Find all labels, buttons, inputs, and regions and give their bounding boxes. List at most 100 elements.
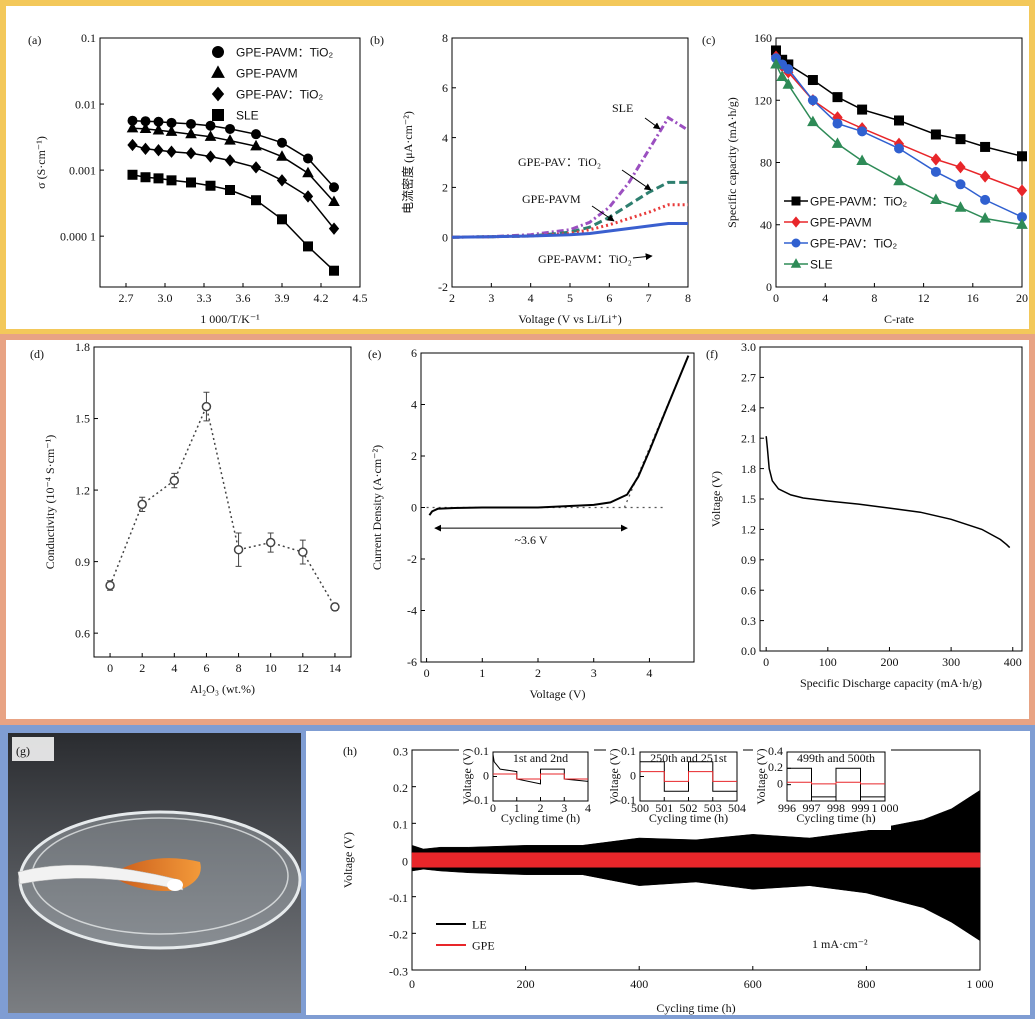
marker bbox=[224, 154, 236, 167]
y-tick-label: -4 bbox=[407, 604, 417, 618]
y-tick-label: 6 bbox=[411, 346, 417, 360]
y-tick-label: 8 bbox=[442, 31, 448, 45]
marker bbox=[807, 95, 818, 106]
label-arrow bbox=[644, 117, 661, 130]
x-tick-label: 0 bbox=[773, 291, 779, 305]
marker bbox=[212, 46, 224, 58]
marker bbox=[303, 153, 313, 164]
x-tick-label: 4.2 bbox=[314, 291, 329, 305]
x-tick-label: 1 bbox=[479, 666, 485, 680]
y-tick-label: 2.7 bbox=[741, 371, 756, 385]
y-tick-label: 0 bbox=[442, 230, 448, 244]
x-tick-label: 8 bbox=[685, 291, 691, 305]
y-tick-label: 0.01 bbox=[75, 97, 96, 111]
x-axis-label: Al₂O₃ (wt.%) bbox=[190, 682, 255, 696]
band-lower bbox=[411, 859, 981, 942]
marker bbox=[233, 544, 244, 555]
y-tick-label: 0.4 bbox=[768, 744, 783, 758]
marker bbox=[250, 139, 262, 151]
x-tick-label: 400 bbox=[1004, 655, 1022, 669]
y-tick-label: 0.2 bbox=[393, 781, 408, 795]
marker bbox=[832, 118, 843, 129]
x-tick-label: 0 bbox=[763, 655, 769, 669]
marker bbox=[770, 58, 782, 69]
inset-background bbox=[753, 749, 891, 830]
series-line bbox=[765, 436, 1011, 549]
y-tick-label: 1.2 bbox=[75, 483, 90, 497]
x-tick-label: 100 bbox=[819, 655, 837, 669]
marker bbox=[152, 123, 165, 135]
marker bbox=[140, 142, 151, 156]
y-axis-label: 电流密度 (μA·cm⁻²) bbox=[400, 111, 415, 214]
legend-label: SLE bbox=[810, 258, 833, 272]
y-tick-label: 4 bbox=[411, 398, 417, 412]
marker bbox=[201, 401, 212, 412]
x-tick-label: 6 bbox=[606, 291, 612, 305]
x-tick-label: 1 000 bbox=[872, 801, 899, 815]
x-tick-label: 1 000 bbox=[967, 977, 994, 991]
label-arrow bbox=[621, 169, 652, 191]
x-tick-label: 0 bbox=[424, 666, 430, 680]
marker bbox=[894, 143, 904, 154]
x-tick-label: 1 bbox=[514, 801, 520, 815]
y-axis-label: σ (S·cm⁻¹) bbox=[34, 136, 48, 189]
y-tick-label: 2 bbox=[411, 449, 417, 463]
panel-label: (d) bbox=[30, 347, 44, 361]
marker bbox=[212, 109, 224, 121]
y-tick-label: 0.001 bbox=[69, 163, 96, 177]
x-tick-label: 3 bbox=[591, 666, 597, 680]
marker bbox=[298, 547, 308, 557]
marker bbox=[330, 602, 340, 612]
marker bbox=[791, 216, 801, 228]
legend-label: GPE-PAVM：TiO₂ bbox=[810, 195, 907, 209]
y-tick-label: -0.1 bbox=[389, 891, 408, 905]
marker bbox=[955, 179, 966, 190]
x-tick-label: 600 bbox=[744, 977, 762, 991]
y-tick-label: -0.1 bbox=[470, 793, 489, 807]
legend-label: GPE-PAVM：TiO₂ bbox=[236, 46, 333, 60]
x-tick-label: 0 bbox=[409, 977, 415, 991]
panel-label: (g) bbox=[16, 744, 30, 758]
y-tick-label: 0 bbox=[777, 776, 783, 790]
y-axis-label: Specific capacity (mA·h/g) bbox=[725, 97, 739, 228]
inset-y-label: Voltage (V) bbox=[607, 748, 621, 804]
marker bbox=[791, 196, 801, 206]
inset-line bbox=[787, 781, 885, 785]
marker bbox=[204, 130, 217, 141]
marker bbox=[807, 115, 819, 127]
x-tick-label: 998 bbox=[827, 801, 845, 815]
series-line bbox=[109, 404, 336, 608]
marker bbox=[1016, 184, 1028, 197]
x-tick-label: 997 bbox=[803, 801, 821, 815]
marker bbox=[165, 125, 178, 136]
marker bbox=[782, 78, 795, 89]
y-tick-label: 0.9 bbox=[75, 555, 90, 569]
x-tick-label: 0 bbox=[107, 661, 113, 675]
y-tick-label: 0 bbox=[630, 768, 636, 782]
marker bbox=[328, 222, 340, 235]
x-tick-label: 999 bbox=[852, 801, 870, 815]
marker bbox=[153, 144, 164, 157]
marker bbox=[225, 184, 235, 195]
y-tick-label: 1.2 bbox=[741, 523, 756, 537]
band-upper bbox=[411, 789, 981, 861]
y-tick-label: 0.6 bbox=[741, 583, 756, 597]
marker bbox=[790, 258, 802, 268]
legend-label: GPE-PAV：TiO₂ bbox=[236, 88, 323, 102]
marker bbox=[276, 174, 288, 187]
marker bbox=[302, 166, 314, 178]
series-line bbox=[451, 180, 688, 239]
inset-line bbox=[640, 771, 737, 782]
marker bbox=[205, 120, 216, 131]
y-tick-label: 6 bbox=[442, 81, 448, 95]
series-label: GPE-PAV：TiO₂ bbox=[518, 155, 601, 169]
y-tick-label: -6 bbox=[407, 655, 417, 669]
x-tick-label: 2.7 bbox=[119, 291, 134, 305]
x-tick-label: 4 bbox=[528, 291, 534, 305]
marker bbox=[955, 134, 966, 145]
marker bbox=[930, 166, 941, 177]
x-tick-label: 300 bbox=[942, 655, 960, 669]
marker bbox=[930, 193, 942, 204]
x-tick-label: 4 bbox=[171, 661, 177, 675]
